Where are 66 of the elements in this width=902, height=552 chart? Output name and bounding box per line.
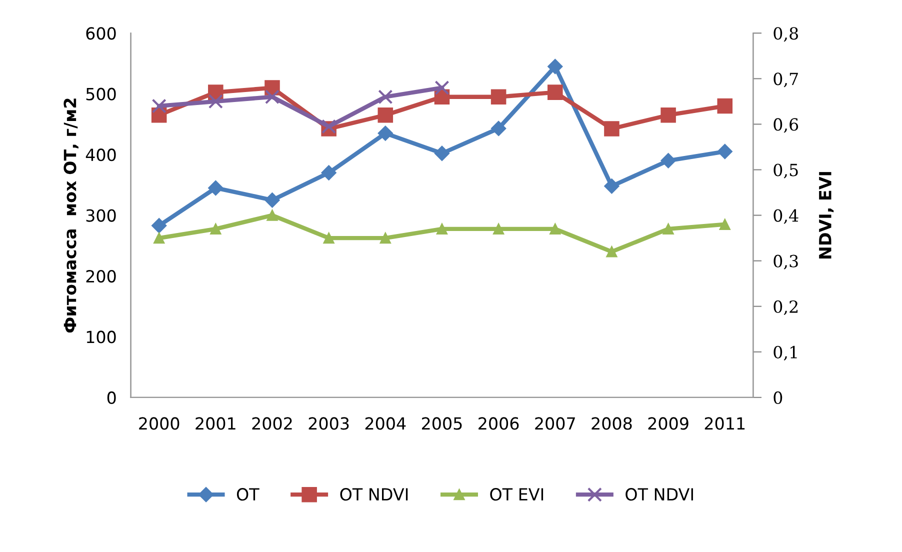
point <box>662 223 674 234</box>
y2-tick-label: 0,3 <box>774 254 798 270</box>
legend-label: OT <box>236 488 260 501</box>
y2-tick-label: 0,7 <box>774 72 798 88</box>
x-tick-label: 2011 <box>704 417 745 430</box>
y2-tick-label: 0,4 <box>774 209 798 224</box>
point <box>490 89 506 105</box>
point <box>490 120 506 136</box>
point <box>264 192 280 208</box>
point <box>378 126 393 141</box>
point <box>323 232 334 244</box>
point <box>548 58 563 74</box>
point <box>264 90 280 104</box>
point <box>380 232 391 244</box>
x-tick-label: 2001 <box>196 417 236 430</box>
legend-label: OT NDVI <box>626 488 693 501</box>
point <box>434 80 450 96</box>
point <box>660 153 676 168</box>
y-tick-label: 500 <box>86 88 116 100</box>
point <box>378 107 394 123</box>
x-tick-label: 2003 <box>308 417 349 430</box>
x-tick-label: 2004 <box>365 417 406 430</box>
y-tick-label: 300 <box>86 209 116 222</box>
x-tick-label: 2000 <box>139 417 180 430</box>
point <box>152 98 166 114</box>
y2-tick-label: 0 <box>774 391 782 404</box>
point <box>436 223 448 234</box>
point <box>606 246 618 258</box>
point <box>208 94 223 109</box>
y-tick-label: 0 <box>107 391 116 404</box>
x-tick-label: 2007 <box>535 417 575 430</box>
x-tick-label: 2005 <box>422 417 462 430</box>
legend-label: OT EVI <box>490 488 544 501</box>
point <box>493 223 504 234</box>
y2-tick-label: 0,5 <box>774 164 798 178</box>
point <box>152 218 167 234</box>
y-tick-label: 600 <box>86 27 116 40</box>
legend-label: OT NDVI <box>340 488 408 501</box>
y2-tick-label: 0,6 <box>774 118 798 133</box>
point <box>660 107 676 123</box>
point <box>604 121 620 136</box>
point <box>548 84 563 100</box>
y2-tick-label: 0,1 <box>774 346 797 361</box>
y-tick-label: 400 <box>86 148 116 162</box>
point <box>717 144 732 160</box>
x-tick-label: 2008 <box>592 417 632 430</box>
point <box>208 180 224 196</box>
point <box>378 90 393 104</box>
x-tick-label: 2006 <box>478 417 519 430</box>
y2-axis-title: NDVI, EVI <box>819 172 834 258</box>
y2-tick-label: 0,2 <box>774 300 798 315</box>
point <box>434 146 450 161</box>
y-tick-label: 200 <box>86 270 116 283</box>
x-tick-label: 2009 <box>648 417 688 430</box>
point <box>154 232 165 244</box>
point <box>719 218 730 230</box>
point <box>717 98 733 114</box>
y-tick-label: 100 <box>86 330 116 344</box>
point <box>604 178 620 194</box>
point <box>210 223 222 234</box>
y-axis-title: Фитомасса мох ОТ, г/м2 <box>64 98 78 333</box>
point <box>550 223 561 234</box>
point <box>266 210 278 221</box>
y2-tick-label: 0,8 <box>774 27 798 42</box>
x-tick-label: 2002 <box>252 417 292 430</box>
point <box>321 165 336 180</box>
